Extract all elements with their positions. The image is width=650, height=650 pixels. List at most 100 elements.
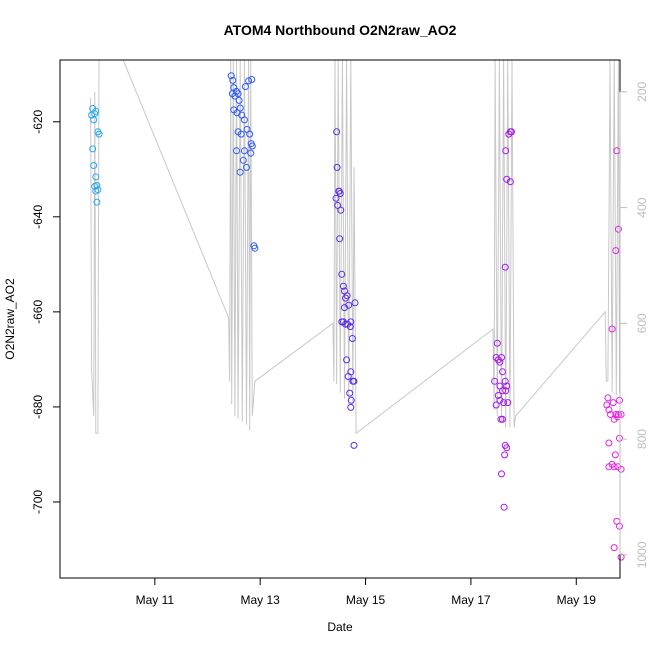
data-point <box>251 244 259 252</box>
x-axis-label: Date <box>327 620 353 634</box>
data-point <box>334 201 342 209</box>
data-point <box>493 339 501 347</box>
data-point <box>605 463 613 471</box>
data-point <box>608 325 616 333</box>
data-point <box>347 396 355 404</box>
y-axis: -620 -640 -660 -680 -700 <box>31 109 61 514</box>
data-point <box>496 396 504 404</box>
data-point <box>339 282 347 290</box>
data-point <box>235 96 243 104</box>
x-tick-label: May 15 <box>346 593 386 607</box>
data-point <box>617 465 625 473</box>
y-tick-label: -680 <box>31 395 45 419</box>
x-tick-label: May 19 <box>557 593 597 607</box>
y-tick-label: -660 <box>31 300 45 324</box>
data-point <box>229 76 237 84</box>
data-point <box>236 168 244 176</box>
data-point <box>607 411 614 418</box>
y2-tick-label: 600 <box>635 313 649 333</box>
data-point <box>498 470 505 478</box>
data-point <box>248 76 256 83</box>
data-point <box>503 444 511 452</box>
data-point <box>343 356 351 364</box>
data-point <box>349 377 357 385</box>
secondary-series-line <box>90 59 620 435</box>
data-point <box>92 107 100 115</box>
chart-title: ATOM4 Northbound O2N2raw_AO2 <box>224 22 457 38</box>
data-point <box>610 463 618 471</box>
data-point <box>344 373 352 380</box>
data-point <box>94 186 102 194</box>
data-point <box>494 392 502 399</box>
data-point <box>245 77 253 85</box>
x-axis: May 11 May 13 May 15 May 17 May 19 <box>136 577 597 607</box>
data-point <box>499 415 506 423</box>
x-tick-label: May 17 <box>451 593 491 607</box>
data-point <box>346 323 354 331</box>
data-point <box>614 225 622 233</box>
data-point <box>605 406 613 414</box>
data-point <box>233 147 240 155</box>
y2-tick-label: 800 <box>635 429 649 449</box>
y2-tick-label: 200 <box>635 82 649 102</box>
data-point <box>617 411 625 418</box>
data-point <box>227 72 235 80</box>
data-point <box>248 142 256 150</box>
data-point <box>93 198 101 206</box>
data-point <box>346 389 354 397</box>
data-point <box>337 206 345 214</box>
data-point <box>333 128 341 136</box>
data-point <box>502 387 510 395</box>
y2-tick-label: 400 <box>635 197 649 217</box>
data-point <box>492 401 500 409</box>
data-point <box>333 163 341 171</box>
data-point <box>501 263 509 271</box>
data-point <box>610 415 618 423</box>
data-point <box>503 382 511 390</box>
y2-tick-label: 1000 <box>635 541 649 568</box>
data-point <box>496 358 504 366</box>
data-point <box>498 354 505 361</box>
data-point <box>501 377 509 385</box>
data-point <box>499 368 506 376</box>
data-point <box>503 175 511 183</box>
data-point <box>335 187 343 195</box>
data-point <box>500 399 508 407</box>
y2-axis-right: 200 400 600 800 1000 <box>619 82 649 568</box>
data-point <box>612 247 620 255</box>
data-point <box>237 130 245 138</box>
x-tick-label: May 11 <box>136 593 175 607</box>
data-point <box>491 377 499 385</box>
secondary-line-layer <box>90 59 620 435</box>
y-tick-label: -700 <box>31 490 45 514</box>
y-axis-label: O2N2raw_AO2 <box>3 278 17 360</box>
data-point <box>240 116 248 124</box>
data-point <box>351 299 359 307</box>
y-tick-label: -620 <box>31 109 45 133</box>
data-point <box>336 235 344 243</box>
points-layer <box>88 72 625 561</box>
data-point <box>247 149 255 157</box>
data-point <box>506 178 514 186</box>
data-point <box>341 304 348 312</box>
data-point <box>343 292 351 300</box>
data-point <box>605 439 613 447</box>
data-point <box>339 318 347 326</box>
data-point <box>348 335 356 342</box>
data-point <box>501 451 509 459</box>
data-point <box>92 187 100 195</box>
data-point <box>246 130 254 138</box>
data-point <box>604 394 612 402</box>
data-point <box>243 163 250 171</box>
data-point <box>609 399 617 407</box>
data-point <box>617 553 625 561</box>
data-point <box>504 399 512 407</box>
x-tick-label: May 13 <box>241 593 281 607</box>
data-point <box>234 90 242 98</box>
data-point <box>500 503 508 511</box>
data-point <box>90 116 98 124</box>
y-tick-label: -640 <box>31 204 45 228</box>
data-point <box>499 387 506 395</box>
data-point <box>95 130 103 138</box>
